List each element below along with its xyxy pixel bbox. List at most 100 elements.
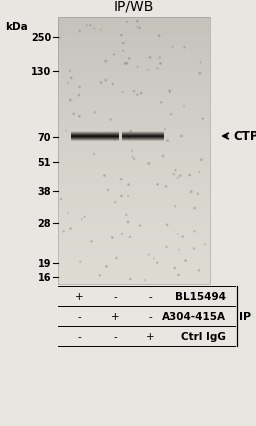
Point <box>196 191 200 198</box>
Bar <box>58 18 210 27</box>
Point <box>158 61 163 68</box>
Point <box>176 231 180 238</box>
Point <box>136 64 140 71</box>
Point <box>93 109 97 116</box>
Text: 28: 28 <box>37 219 51 228</box>
Point <box>92 26 96 33</box>
Point <box>114 255 119 262</box>
Point <box>166 138 170 145</box>
Point <box>165 222 169 229</box>
Text: 250: 250 <box>31 33 51 43</box>
Point <box>68 69 72 75</box>
Point <box>199 60 203 66</box>
Bar <box>58 222 210 231</box>
Point <box>172 171 176 178</box>
Point <box>121 89 125 96</box>
Point <box>69 75 73 82</box>
Point <box>104 78 108 84</box>
Point <box>125 60 129 67</box>
Bar <box>58 115 210 124</box>
Text: -: - <box>113 331 117 341</box>
Text: A304-415A: A304-415A <box>162 311 226 321</box>
Point <box>193 205 197 212</box>
Text: -: - <box>113 291 117 301</box>
Point <box>148 55 152 62</box>
Bar <box>58 98 210 107</box>
Text: 51: 51 <box>37 158 51 167</box>
Point <box>98 272 102 279</box>
Point <box>168 89 172 96</box>
Point <box>77 92 81 99</box>
Point <box>113 137 117 144</box>
Point <box>132 156 136 163</box>
Bar <box>58 45 210 54</box>
Text: +: + <box>146 331 154 341</box>
Bar <box>58 80 210 89</box>
Point <box>192 245 196 252</box>
Bar <box>58 133 210 142</box>
Text: CTPS2: CTPS2 <box>233 130 256 143</box>
Point <box>178 173 182 180</box>
Point <box>176 175 180 182</box>
Point <box>147 161 151 167</box>
Text: IP/WB: IP/WB <box>114 0 154 13</box>
Point <box>112 52 116 59</box>
Bar <box>58 54 210 62</box>
Point <box>138 26 142 32</box>
Point <box>68 97 72 104</box>
Point <box>62 228 66 235</box>
Point <box>99 80 103 87</box>
Point <box>182 104 186 110</box>
Point <box>113 199 117 206</box>
Text: +: + <box>111 311 119 321</box>
Point <box>164 244 168 250</box>
Point <box>183 45 187 52</box>
Point <box>69 226 73 233</box>
Point <box>130 148 134 155</box>
Point <box>135 19 140 26</box>
Point <box>109 117 113 124</box>
Text: 19: 19 <box>37 259 51 268</box>
Point <box>173 167 177 174</box>
Bar <box>58 258 210 267</box>
Point <box>173 203 177 210</box>
Point <box>173 265 177 272</box>
Point <box>82 214 87 221</box>
Point <box>129 129 133 135</box>
Point <box>132 89 136 95</box>
Point <box>127 56 131 63</box>
Point <box>126 219 130 226</box>
Bar <box>58 160 210 169</box>
Point <box>123 61 127 68</box>
Bar <box>58 36 210 45</box>
Point <box>78 259 82 265</box>
Point <box>64 128 68 135</box>
Point <box>163 126 167 133</box>
Bar <box>58 196 210 204</box>
Text: +: + <box>75 291 83 301</box>
Point <box>135 92 139 99</box>
Point <box>92 151 96 158</box>
Text: -: - <box>77 331 81 341</box>
Point <box>126 135 131 142</box>
Point <box>125 19 129 26</box>
Point <box>159 100 163 106</box>
Point <box>90 239 94 245</box>
Point <box>155 260 159 267</box>
Point <box>66 210 70 217</box>
Bar <box>58 27 210 36</box>
Point <box>135 25 140 32</box>
Point <box>170 44 175 51</box>
Text: 70: 70 <box>37 132 51 143</box>
Point <box>197 169 201 176</box>
Point <box>72 111 76 118</box>
Point <box>188 172 192 179</box>
Point <box>104 59 108 66</box>
Text: -: - <box>77 311 81 321</box>
Bar <box>58 62 210 71</box>
Point <box>199 157 204 164</box>
Bar <box>58 267 210 276</box>
Point <box>121 40 125 47</box>
Point <box>203 242 207 248</box>
Point <box>119 176 123 183</box>
